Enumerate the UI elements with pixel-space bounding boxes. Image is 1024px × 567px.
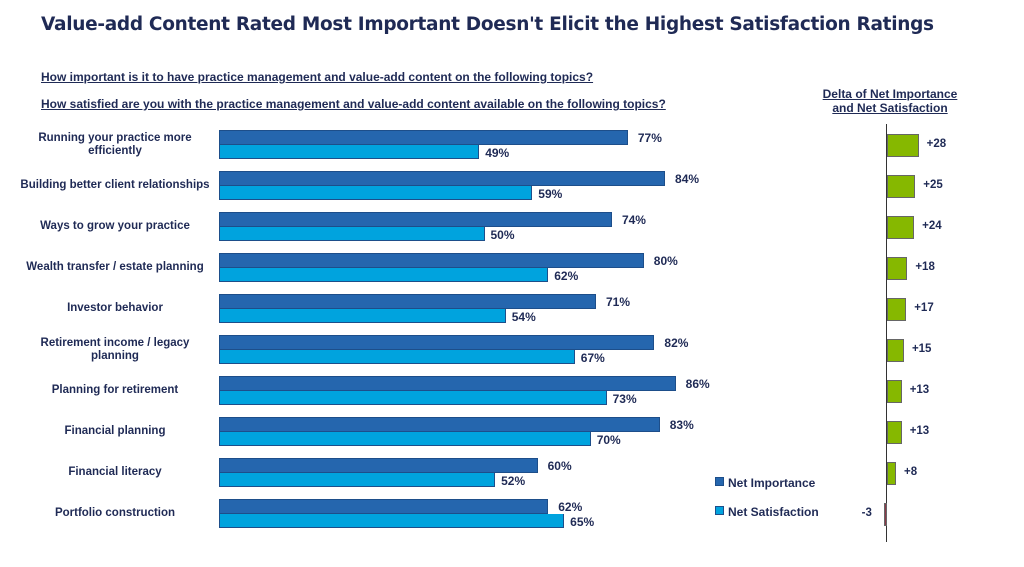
- importance-value-label: 84%: [675, 172, 700, 186]
- satisfaction-bar: [219, 350, 575, 364]
- importance-bar: [219, 171, 666, 186]
- importance-value-label: 60%: [547, 459, 572, 473]
- importance-bar: [219, 376, 676, 391]
- satisfaction-bar: [219, 268, 549, 282]
- satisfaction-bar: [219, 227, 485, 241]
- delta-positive-bar: [887, 421, 902, 444]
- satisfaction-value-label: 52%: [501, 474, 526, 488]
- satisfaction-bar: [219, 473, 496, 487]
- importance-value-label: 62%: [558, 500, 583, 514]
- satisfaction-question: How satisfied are you with the practice …: [41, 97, 666, 111]
- satisfaction-value-label: 67%: [580, 351, 605, 365]
- category-label: Portfolio construction: [54, 507, 176, 519]
- importance-value-label: 71%: [606, 295, 631, 309]
- delta-title-line-2: and Net Satisfaction: [832, 101, 948, 115]
- delta-positive-bar: [887, 134, 919, 157]
- importance-bar: [219, 212, 612, 227]
- category-label: Planning for retirement: [51, 384, 179, 396]
- delta-chart-title: Delta of Net Importance and Net Satisfac…: [790, 87, 990, 115]
- importance-bar: [219, 130, 628, 145]
- delta-positive-bar: [887, 298, 907, 321]
- delta-value-label: +13: [909, 425, 930, 437]
- satisfaction-value-label: 70%: [596, 433, 621, 447]
- delta-title-line-1: Delta of Net Importance: [822, 87, 958, 101]
- legend-swatch-importance: [715, 477, 724, 486]
- legend-label-satisfaction: Net Satisfaction: [728, 505, 819, 519]
- satisfaction-value-label: 73%: [612, 392, 637, 406]
- category-label: Building better client relationships: [20, 179, 210, 191]
- importance-question: How important is it to have practice man…: [41, 70, 594, 84]
- satisfaction-bar: [219, 145, 480, 159]
- importance-value-label: 80%: [653, 254, 678, 268]
- satisfaction-bar: [219, 309, 506, 323]
- satisfaction-bar: [219, 391, 607, 405]
- legend-swatch-satisfaction: [715, 506, 724, 515]
- satisfaction-bar: [219, 514, 565, 528]
- delta-value-label: +13: [909, 384, 930, 396]
- delta-axis-line: [886, 124, 887, 542]
- category-label: Retirement income / legacy planning: [40, 336, 190, 363]
- importance-value-label: 82%: [664, 336, 689, 350]
- legend-item-net-importance: Net Importance: [715, 476, 815, 490]
- satisfaction-bar: [219, 432, 591, 446]
- importance-value-label: 77%: [637, 131, 662, 145]
- importance-value-label: 86%: [685, 377, 710, 391]
- importance-bar: [219, 417, 660, 432]
- satisfaction-value-label: 50%: [490, 228, 515, 242]
- category-label: Running your practice more efficiently: [38, 131, 192, 158]
- delta-negative-bar: [883, 503, 887, 526]
- importance-value-label: 83%: [669, 418, 694, 432]
- satisfaction-value-label: 59%: [538, 187, 563, 201]
- importance-bar: [219, 499, 549, 514]
- category-label: Financial literacy: [68, 466, 162, 478]
- delta-value-label: +17: [914, 302, 934, 314]
- delta-value-label: -3: [861, 507, 872, 519]
- satisfaction-value-label: 49%: [485, 146, 510, 160]
- category-label: Ways to grow your practice: [40, 220, 190, 232]
- category-label: Investor behavior: [67, 302, 163, 314]
- delta-positive-bar: [887, 216, 915, 239]
- delta-value-label: +18: [915, 261, 935, 273]
- legend-label-importance: Net Importance: [728, 476, 816, 490]
- delta-value-label: +28: [926, 138, 947, 150]
- importance-bar: [219, 458, 538, 473]
- delta-positive-bar: [887, 380, 902, 403]
- delta-positive-bar: [887, 462, 897, 485]
- satisfaction-bar: [219, 186, 533, 200]
- category-label: Wealth transfer / estate planning: [26, 261, 204, 273]
- satisfaction-value-label: 62%: [554, 269, 579, 283]
- satisfaction-value-label: 54%: [511, 310, 536, 324]
- satisfaction-value-label: 65%: [570, 515, 595, 529]
- delta-positive-bar: [887, 257, 908, 280]
- delta-value-label: +15: [911, 343, 932, 355]
- delta-positive-bar: [887, 339, 904, 362]
- importance-bar: [219, 294, 596, 309]
- importance-bar: [219, 335, 655, 350]
- importance-bar: [219, 253, 644, 268]
- delta-value-label: +8: [904, 466, 918, 478]
- delta-value-label: +24: [922, 220, 942, 232]
- legend-item-net-satisfaction: Net Satisfaction: [715, 505, 819, 519]
- category-label: Financial planning: [64, 425, 166, 437]
- importance-value-label: 74%: [621, 213, 646, 227]
- chart-title: Value-add Content Rated Most Important D…: [41, 14, 934, 35]
- delta-value-label: +25: [923, 179, 943, 191]
- delta-positive-bar: [887, 175, 916, 198]
